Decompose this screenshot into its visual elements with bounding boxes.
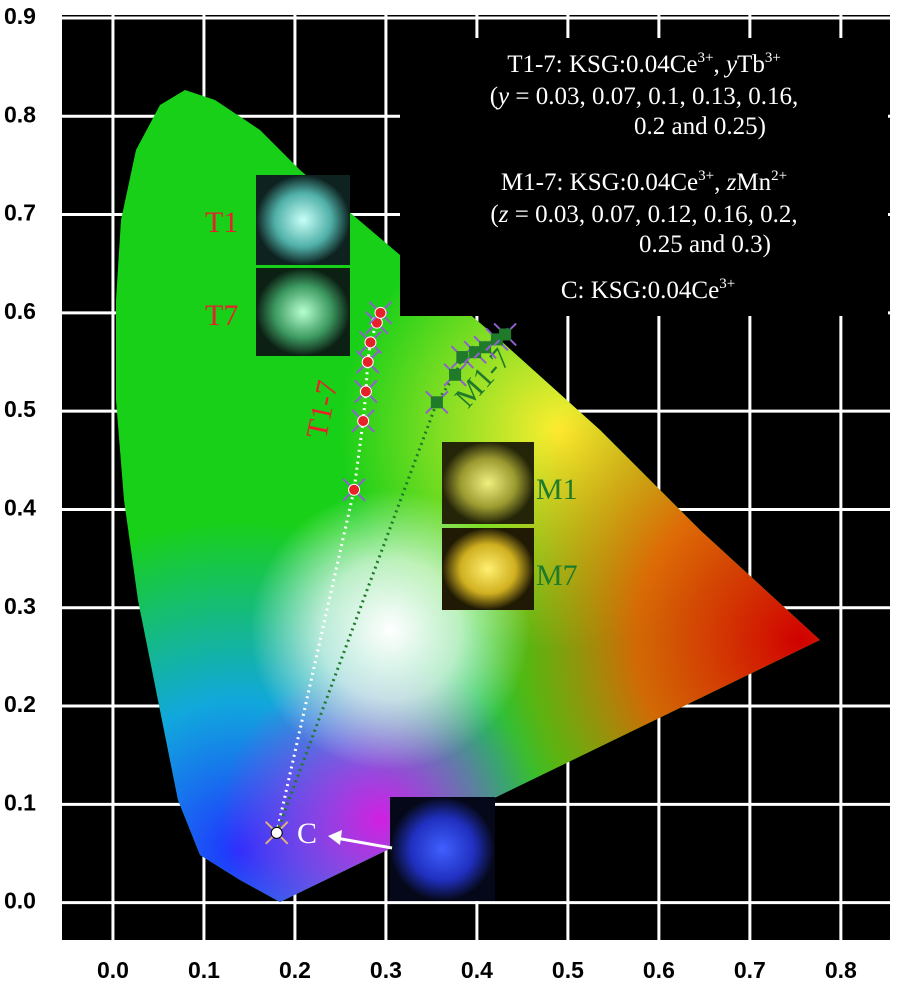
x-tick-label: 0.8 (825, 957, 857, 983)
x-tick-label: 0.2 (279, 957, 311, 983)
photo-label: T1 (205, 206, 238, 239)
x-tick-label: 0.5 (552, 957, 584, 983)
point (449, 369, 461, 381)
point (362, 356, 373, 367)
photo-label: M1 (536, 473, 578, 506)
x-tick-label: 0.1 (188, 957, 220, 983)
y-tick-label: 0.0 (4, 888, 36, 914)
box-line: (z = 0.03, 0.07, 0.12, 0.16, 0.2, (490, 201, 797, 228)
photo (256, 268, 350, 356)
box-line: 0.2 and 0.25) (634, 113, 766, 140)
point (431, 396, 443, 408)
x-tick-label: 0.7 (734, 957, 766, 983)
x-tick-label: 0.6 (643, 957, 675, 983)
point (375, 307, 386, 318)
series-label: C (297, 817, 317, 850)
y-tick-label: 0.8 (4, 101, 36, 127)
y-tick-label: 0.3 (4, 593, 36, 619)
point (499, 328, 511, 340)
y-tick-label: 0.2 (4, 691, 36, 717)
x-tick-label: 0.4 (461, 957, 493, 983)
box-line: 0.25 and 0.3) (639, 231, 771, 258)
photo-label: T7 (205, 299, 238, 332)
box-line: C: KSG:0.04Ce3+ (561, 276, 735, 304)
photo (442, 442, 534, 524)
point (360, 386, 371, 397)
x-tick-label: 0.3 (370, 957, 402, 983)
y-tick-label: 0.7 (4, 200, 36, 226)
page: {"chart_data": { "type": "scatter", "xli… (0, 0, 915, 996)
y-tick-label: 0.6 (4, 298, 36, 324)
chart: T1-7: KSG:0.04Ce3+, yTb3+ (y = 0.03, 0.0… (0, 0, 915, 996)
x-tick-label: 0.0 (97, 957, 129, 983)
box-line: (y = 0.03, 0.07, 0.1, 0.13, 0.16, (490, 83, 799, 110)
photo (256, 175, 350, 265)
box-line: T1-7: KSG:0.04Ce3+, yTb3+ (507, 50, 781, 78)
y-tick-label: 0.4 (4, 495, 36, 521)
photo (442, 528, 534, 610)
point (349, 484, 360, 495)
y-tick-label: 0.1 (4, 789, 36, 815)
point (365, 337, 376, 348)
box-line: M1-7: KSG:0.04Ce3+, zMn2+ (501, 168, 787, 196)
photo (390, 797, 495, 901)
y-tick-label: 0.5 (4, 396, 36, 422)
point (271, 827, 282, 838)
y-tick-label: 0.9 (4, 3, 36, 29)
point (358, 415, 369, 426)
photo-label: M7 (536, 559, 578, 592)
